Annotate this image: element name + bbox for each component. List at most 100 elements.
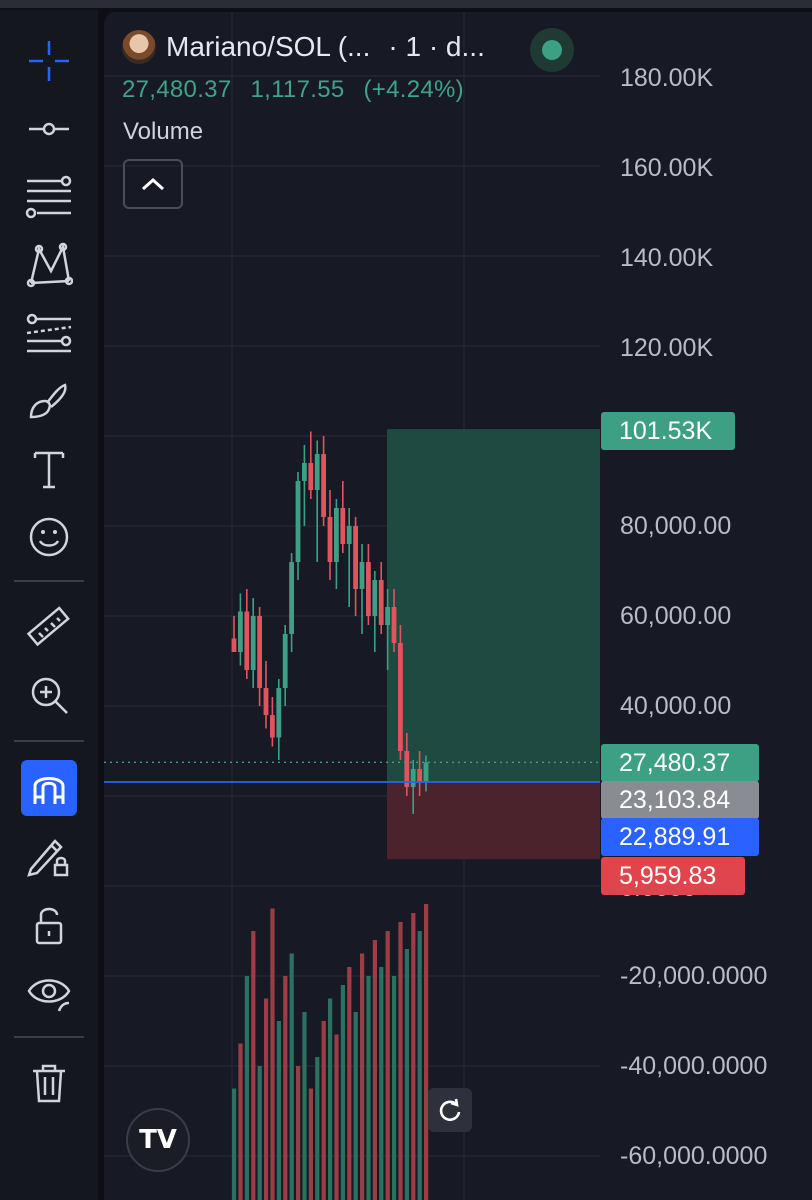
candle-body: [257, 616, 262, 688]
chevron-up-icon: [141, 177, 165, 191]
horizontal-line-icon: [29, 122, 69, 136]
lock-drawing-icon: [27, 839, 69, 877]
lock-drawings-tool[interactable]: [20, 828, 78, 886]
volume-bar: [417, 931, 422, 1200]
candle-body: [295, 481, 301, 562]
tradingview-logo[interactable]: TV: [126, 1108, 190, 1172]
delete-drawings-tool[interactable]: [20, 1054, 78, 1112]
ruler-tool[interactable]: [20, 598, 78, 656]
crosshair-icon: [29, 41, 69, 81]
interval-label: · 1 · d...: [388, 31, 485, 62]
price-axis-label: -60,000.0000: [620, 1142, 768, 1170]
zoom-in-tool[interactable]: [20, 666, 78, 724]
toolbar-separator: [14, 1036, 84, 1038]
target-zone: [387, 429, 600, 783]
target-price-tag[interactable]: 101.53K: [601, 412, 735, 450]
candle-body: [340, 508, 346, 544]
volume-bar: [392, 976, 397, 1200]
reset-icon: [439, 1098, 461, 1122]
window-top-strip: [0, 0, 812, 8]
candle-body: [334, 508, 339, 562]
price-axis-label: 180.00K: [620, 64, 714, 92]
price-axis-label: 80,000.00: [620, 512, 732, 540]
candle-body: [398, 643, 403, 751]
symbol-name: Mariano/SOL (...: [166, 31, 371, 62]
volume-bar: [334, 1034, 339, 1200]
volume-bar: [340, 985, 345, 1200]
emoji-tool[interactable]: [20, 508, 78, 566]
trash-icon: [33, 1064, 65, 1103]
volume-bar: [276, 1021, 281, 1200]
volume-bar: [385, 931, 390, 1200]
volume-bar: [411, 913, 416, 1200]
emoji-icon: [29, 517, 69, 557]
candle-body: [270, 715, 275, 738]
magnet-tool[interactable]: [21, 760, 77, 816]
current-price-tag[interactable]: 27,480.37: [601, 744, 759, 782]
candle-body: [385, 607, 390, 625]
price-axis-label: -20,000.0000: [620, 962, 768, 990]
price-chart[interactable]: [104, 12, 812, 1200]
candle-body: [353, 526, 358, 589]
text-tool[interactable]: [20, 440, 78, 498]
entry-price-tag[interactable]: 23,103.84: [601, 781, 759, 819]
volume-bar: [315, 1057, 320, 1200]
candle-body: [404, 751, 410, 787]
candle-body: [391, 607, 397, 643]
price-axis-label: -40,000.0000: [620, 1052, 768, 1080]
collapse-legend-button[interactable]: [123, 159, 183, 209]
volume-bar: [238, 1043, 243, 1200]
price-axis-label: 140.00K: [620, 244, 714, 272]
price-axis-label: 40,000.00: [620, 692, 732, 720]
price-change-readout: 27,480.37 1,117.55 (+4.24%): [122, 76, 476, 104]
unlock-icon: [35, 907, 63, 945]
symbol-legend[interactable]: Mariano/SOL (... · 1 · d...: [122, 30, 485, 64]
parallel-channel-tool[interactable]: [20, 304, 78, 362]
candle-body: [244, 611, 250, 670]
volume-indicator-label[interactable]: Volume: [123, 118, 204, 145]
horizontal-line-tool[interactable]: [20, 100, 78, 158]
volume-bar: [372, 940, 377, 1200]
fib-lines-tool[interactable]: [20, 168, 78, 226]
candle-body: [314, 454, 320, 490]
reset-chart-button[interactable]: [428, 1088, 472, 1132]
toolbar-separator: [14, 740, 84, 742]
volume-bar: [244, 976, 249, 1200]
candle-body: [250, 616, 256, 670]
text-icon: [33, 451, 65, 489]
candle-body: [327, 517, 333, 562]
volume-bar: [398, 922, 403, 1200]
volume-bar: [366, 976, 371, 1200]
volume-bar: [404, 949, 409, 1200]
brush-icon: [29, 383, 67, 419]
candle-body: [346, 526, 352, 544]
volume-bar: [347, 967, 352, 1200]
candle-body: [231, 638, 237, 652]
crosshair-price-tag[interactable]: 22,889.91: [601, 818, 759, 856]
volume-bar: [360, 953, 365, 1200]
market-status-indicator[interactable]: [530, 28, 574, 72]
price-change-percent: (+4.24%): [363, 76, 464, 103]
candle-body: [359, 562, 365, 589]
candle-body: [263, 688, 269, 715]
price-axis-label: 160.00K: [620, 154, 714, 182]
price-change: 1,117.55: [250, 76, 345, 103]
candle-body: [302, 463, 307, 481]
volume-bar: [353, 1012, 358, 1200]
candle-body: [378, 580, 384, 625]
brush-tool[interactable]: [20, 372, 78, 430]
candle-body: [417, 769, 422, 783]
chart-pane[interactable]: Mariano/SOL (... · 1 · d... 27,480.37 1,…: [104, 12, 812, 1200]
volume-bar: [283, 976, 288, 1200]
candle-body: [289, 562, 294, 634]
volume-bar: [296, 1066, 301, 1200]
stop-price-tag[interactable]: 5,959.83: [601, 857, 745, 895]
crosshair-tool[interactable]: [20, 32, 78, 90]
last-price: 27,480.37: [122, 76, 232, 103]
pattern-tool[interactable]: [20, 236, 78, 294]
parallel-channel-icon: [26, 313, 72, 353]
unlock-tool[interactable]: [20, 896, 78, 954]
volume-bar: [232, 1088, 237, 1200]
visibility-tool[interactable]: [20, 964, 78, 1022]
candle-body: [423, 762, 429, 783]
